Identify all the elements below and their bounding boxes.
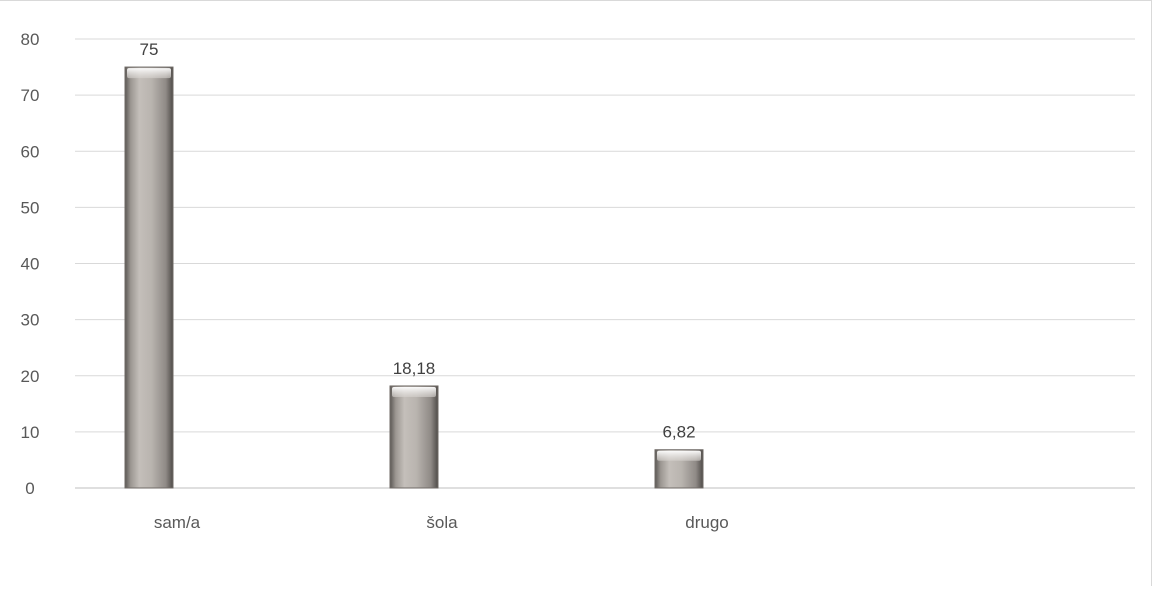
x-axis-categories: sam/a šola drugo: [154, 513, 729, 532]
y-tick-label: 80: [21, 30, 40, 49]
y-tick-label: 60: [21, 142, 40, 161]
x-category-label: drugo: [685, 513, 728, 532]
bar: [654, 449, 704, 489]
y-tick-label: 20: [21, 367, 40, 386]
data-label: 18,18: [393, 359, 436, 378]
gridlines: [75, 38, 1135, 489]
data-label: 6,82: [662, 423, 695, 442]
bar-bevel: [657, 450, 701, 461]
bar-body: [389, 385, 439, 489]
bar-bevel: [127, 68, 171, 79]
bar: [124, 66, 174, 489]
x-category-label: sam/a: [154, 513, 201, 532]
bars: [124, 66, 704, 489]
bar-bevel: [392, 386, 436, 397]
y-tick-label: 40: [21, 255, 40, 274]
y-tick-label: 70: [21, 86, 40, 105]
y-tick-label: 30: [21, 311, 40, 330]
y-tick-label: 50: [21, 198, 40, 217]
y-tick-label: 0: [25, 479, 34, 498]
data-labels: 75 18,18 6,82: [140, 40, 696, 442]
bar-body: [124, 66, 174, 489]
data-label: 75: [140, 40, 159, 59]
y-tick-label: 10: [21, 423, 40, 442]
y-axis-ticks: 0 10 20 30 40 50 60 70 80: [21, 30, 40, 498]
x-category-label: šola: [426, 513, 458, 532]
bar: [389, 385, 439, 489]
